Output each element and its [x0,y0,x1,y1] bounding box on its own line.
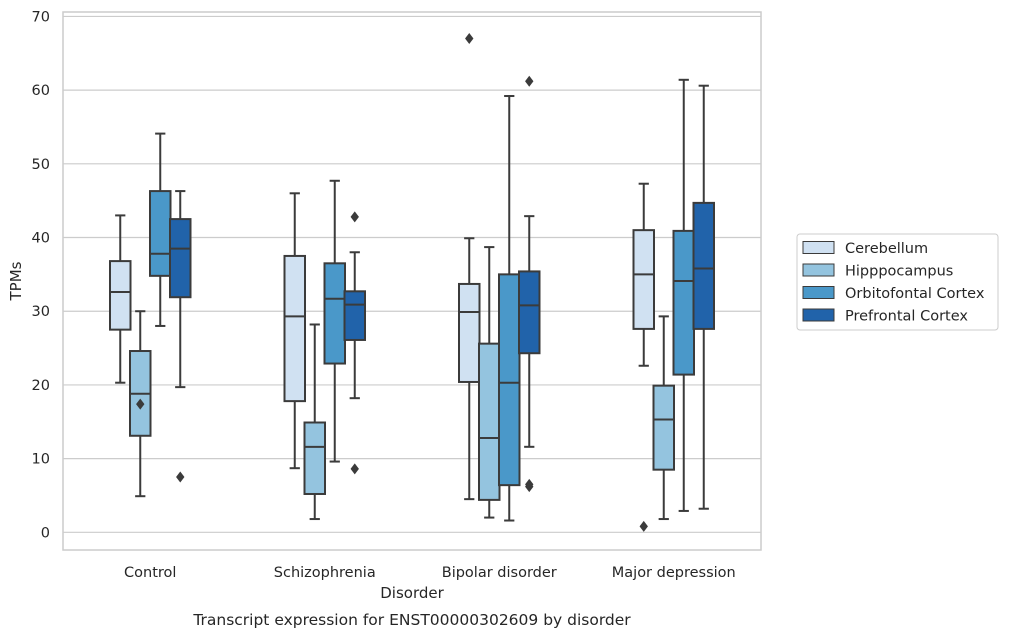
y-tick-label-6: 60 [32,83,50,99]
y-tick-label-1: 10 [32,452,50,468]
box-1-0 [283,192,306,470]
flier-0 [176,471,185,483]
legend-label-1: Hipppocampus [845,264,953,280]
box-iqr [303,421,326,495]
flier-0 [350,211,359,223]
box-2-3 [518,75,541,493]
box-iqr [518,270,541,355]
y-tick-labels: 0 10 20 30 40 50 60 70 [32,9,50,541]
flier-1 [350,463,359,475]
box-3-2 [672,78,695,512]
box-2-0 [458,33,481,501]
box-0-3 [169,190,192,483]
box-iqr [458,282,481,383]
y-tick-label-3: 30 [32,304,50,320]
box-2-1 [478,246,501,519]
flier-0 [525,75,534,87]
box-iqr [109,260,132,331]
x-tick-label-3: Major depression [612,565,736,581]
box-1-2 [323,179,346,463]
y-tick-label-4: 40 [32,231,50,247]
box-groups [109,33,715,532]
y-tick-label-0: 0 [41,525,50,541]
legend-swatch-0 [802,241,835,254]
box-1-3 [343,211,366,475]
box-3-1 [652,315,675,521]
box-iqr [498,273,521,487]
y-axis-label: TPMs [7,261,25,301]
flier-0 [136,398,145,410]
y-tick-label-2: 20 [32,378,50,394]
box-3-3 [692,84,715,510]
box-iqr [652,384,675,471]
box-iqr [149,190,172,277]
box-0-1 [129,310,152,498]
box-iqr [283,254,306,403]
box-iqr [478,342,501,501]
legend-swatch-1 [802,263,835,277]
legend-frame [796,233,999,331]
legend-label-3: Prefrontal Cortex [845,309,968,325]
legend-swatch-3 [802,308,835,322]
legend-swatch-2 [802,286,835,299]
y-tick-label-5: 50 [32,157,50,173]
box-2-2 [498,95,521,522]
x-tick-label-1: Schizophrenia [274,565,376,581]
box-3-0 [632,182,655,532]
x-tick-label-2: Bipolar disorder [442,565,557,581]
box-iqr [692,201,715,330]
y-tick-label-7: 70 [32,9,50,25]
flier-0 [639,520,648,532]
plot-frame [62,11,762,551]
box-0-0 [109,214,132,384]
box-0-2 [149,132,172,327]
x-tick-labels: Control Schizophrenia Bipolar disorder Majo… [124,565,736,581]
box-iqr [672,229,695,376]
x-tick-label-0: Control [124,565,176,581]
box-iqr [632,229,655,330]
figure-caption: Transcript expression for ENST0000030260… [192,611,631,629]
box-iqr [343,290,366,341]
legend-label-0: Cerebellum [845,241,928,257]
x-axis-label: Disorder [380,584,444,602]
box-iqr [169,218,192,299]
flier-0 [465,33,474,45]
flier-2 [525,478,534,490]
box-1-1 [303,323,326,521]
legend: Cerebellum Hipppocampus Orbitofontal Corte… [796,233,999,331]
legend-label-2: Orbitofontal Cortex [845,286,985,302]
box-iqr [323,262,346,365]
